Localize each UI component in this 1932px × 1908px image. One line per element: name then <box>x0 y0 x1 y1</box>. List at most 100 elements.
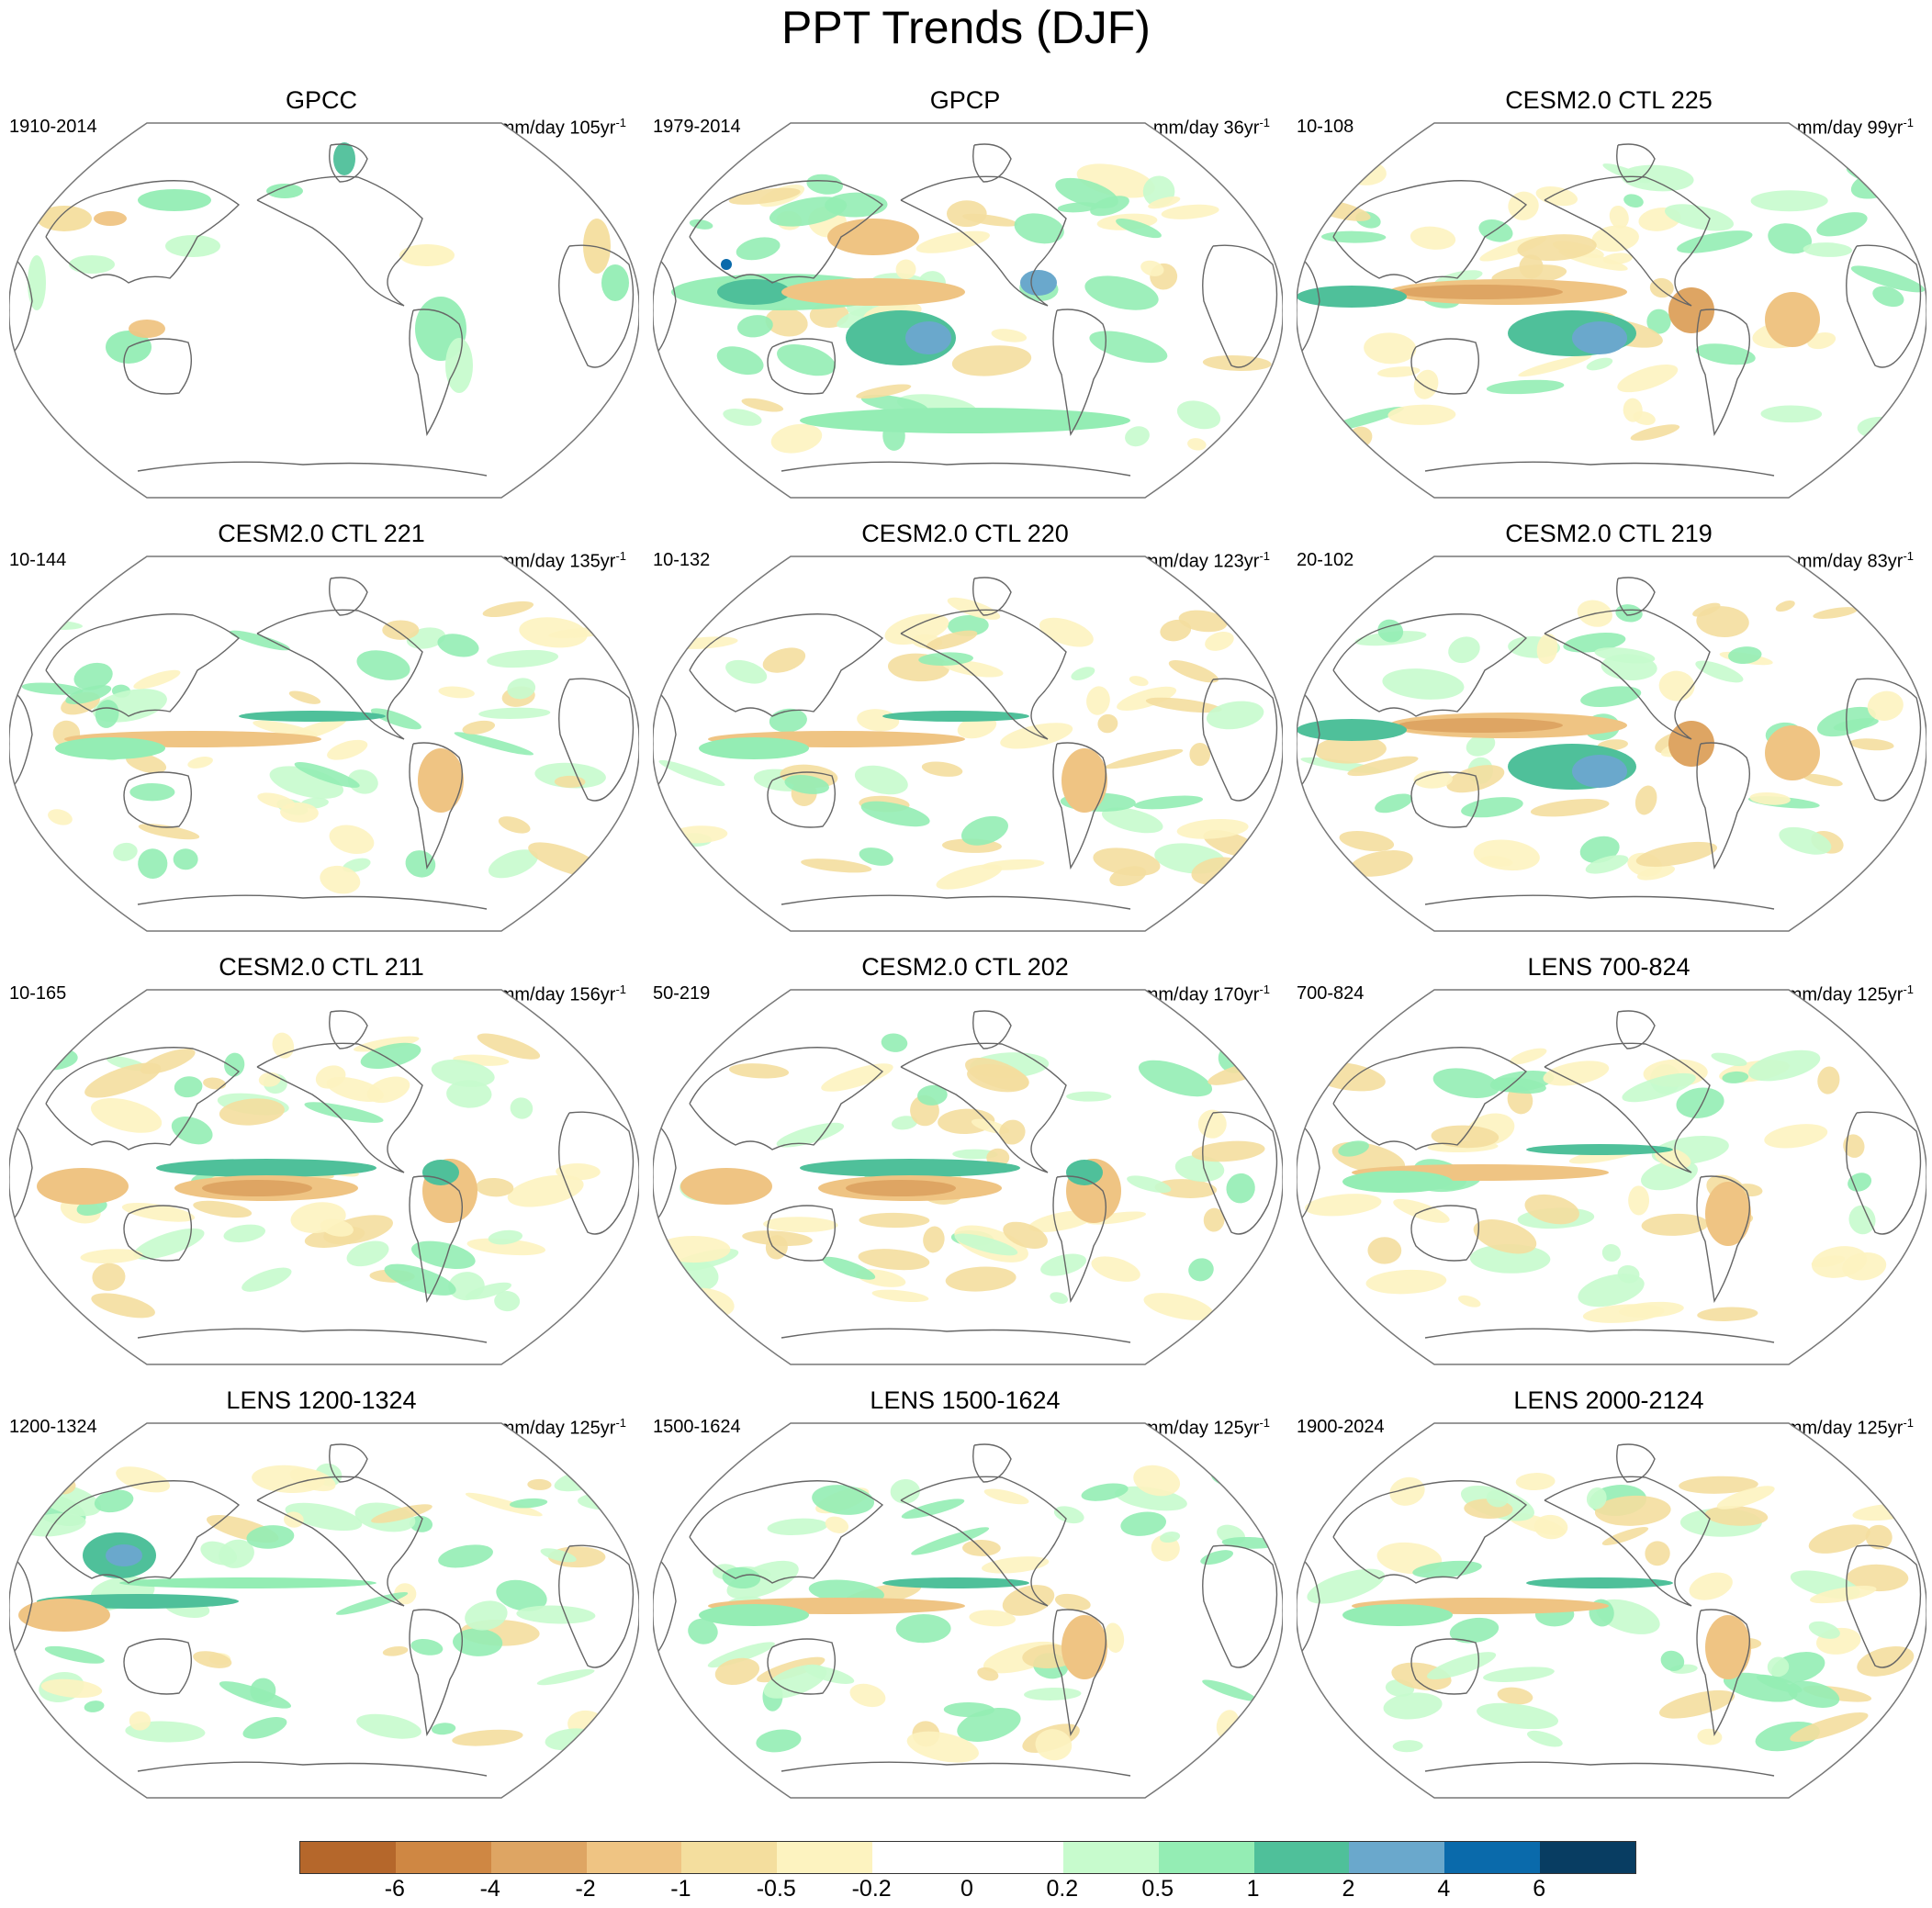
trend-map <box>1297 122 1926 499</box>
panel-period: 1200-1324 <box>9 1417 97 1437</box>
panel-units-text: mm/day 156yr <box>499 984 616 1005</box>
map-panel: LENS 700-824 700-824 mm/day 125yr-1 <box>1287 940 1930 1372</box>
colorbar-swatch <box>1444 1842 1541 1873</box>
trend-map <box>1297 989 1926 1365</box>
panel-period: 10-108 <box>1297 117 1354 137</box>
panel-units: mm/day 156yr-1 <box>500 979 626 1006</box>
colorbar-tick-label: 1 <box>1246 1876 1260 1902</box>
panel-units: mm/day 125yr-1 <box>1787 979 1914 1006</box>
map-panel: CESM2.0 CTL 221 10-144 mm/day 135yr-1 <box>0 507 643 938</box>
panel-title: CESM2.0 CTL 220 <box>861 520 1069 547</box>
panel-period: 1979-2014 <box>653 117 741 137</box>
colorbar-swatch <box>300 1842 396 1873</box>
map-panel: CESM2.0 CTL 220 10-132 mm/day 123yr-1 <box>644 507 1286 938</box>
colorbar-tick-label: 0.2 <box>1046 1876 1079 1902</box>
map-panel: LENS 2000-2124 1900-2024 mm/day 125yr-1 <box>1287 1374 1930 1805</box>
colorbar-swatch <box>1158 1842 1254 1873</box>
map-panel: CESM2.0 CTL 202 50-219 mm/day 170yr-1 <box>644 940 1286 1372</box>
panel-title: CESM2.0 CTL 202 <box>861 953 1069 981</box>
panel-units: mm/day 125yr-1 <box>1787 1412 1914 1440</box>
trend-map <box>9 1422 639 1799</box>
panel-title: CESM2.0 CTL 219 <box>1505 520 1713 547</box>
panel-units-exponent: -1 <box>1259 1416 1270 1430</box>
map-panel: LENS 1500-1624 1500-1624 mm/day 125yr-1 <box>644 1374 1286 1805</box>
panel-period: 50-219 <box>653 983 711 1004</box>
trend-map <box>1297 556 1926 932</box>
colorbar-tick-label: -0.2 <box>851 1876 892 1902</box>
panel-units-text: mm/day 99yr <box>1796 118 1904 139</box>
panel-units-exponent: -1 <box>1259 982 1270 996</box>
panel-period: 20-102 <box>1297 550 1354 570</box>
panel-period: 1500-1624 <box>653 1417 741 1437</box>
colorbar-tick-label: 0 <box>960 1876 973 1902</box>
colorbar-labels: -6 -4 -2 -1 -0.5 -0.2 0 0.2 0.5 1 2 4 6 <box>299 1876 1634 1903</box>
panel-title: LENS 1200-1324 <box>226 1386 417 1414</box>
panel-units: mm/day 125yr-1 <box>500 1412 626 1440</box>
panel-period: 1910-2014 <box>9 117 97 137</box>
panel-title: LENS 700-824 <box>1527 953 1690 981</box>
panel-units: mm/day 123yr-1 <box>1143 545 1270 573</box>
trend-map <box>9 989 639 1365</box>
panel-units-text: mm/day 125yr <box>1786 1418 1904 1439</box>
trend-map <box>1297 1422 1926 1799</box>
panel-units-exponent: -1 <box>1259 549 1270 563</box>
trend-map <box>653 556 1283 932</box>
panel-title: GPCC <box>285 86 357 114</box>
colorbar-tick-label: -0.5 <box>756 1876 796 1902</box>
panel-units-text: mm/day 125yr <box>499 1418 616 1439</box>
colorbar-tick-label: 6 <box>1533 1876 1546 1902</box>
panel-units: mm/day 170yr-1 <box>1143 979 1270 1006</box>
colorbar-tick-label: -4 <box>479 1876 500 1902</box>
panel-units: mm/day 125yr-1 <box>1143 1412 1270 1440</box>
panel-period: 10-132 <box>653 550 711 570</box>
colorbar-tick-label: 0.5 <box>1141 1876 1174 1902</box>
colorbar-swatch <box>586 1842 682 1873</box>
panel-units-text: mm/day 105yr <box>499 118 616 139</box>
colorbar-swatch <box>872 1842 969 1873</box>
colorbar-swatch <box>1062 1842 1159 1873</box>
panel-units: mm/day 36yr-1 <box>1153 112 1270 140</box>
panel-period: 700-824 <box>1297 983 1365 1004</box>
colorbar-tick-label: 2 <box>1342 1876 1355 1902</box>
panel-period: 10-165 <box>9 983 67 1004</box>
map-panel: LENS 1200-1324 1200-1324 mm/day 125yr-1 <box>0 1374 643 1805</box>
panel-title: CESM2.0 CTL 221 <box>218 520 425 547</box>
colorbar-swatch <box>1253 1842 1350 1873</box>
panel-units-exponent: -1 <box>615 982 626 996</box>
map-panel: CESM2.0 CTL 211 10-165 mm/day 156yr-1 <box>0 940 643 1372</box>
trend-map <box>653 122 1283 499</box>
panel-units-exponent: -1 <box>615 116 626 129</box>
trend-map <box>9 122 639 499</box>
panel-title: LENS 1500-1624 <box>870 1386 1061 1414</box>
panel-units: mm/day 83yr-1 <box>1797 545 1914 573</box>
panel-period: 1900-2024 <box>1297 1417 1385 1437</box>
panel-units: mm/day 135yr-1 <box>500 545 626 573</box>
panel-units-exponent: -1 <box>615 549 626 563</box>
colorbar-swatch <box>490 1842 587 1873</box>
map-panel: CESM2.0 CTL 219 20-102 mm/day 83yr-1 <box>1287 507 1930 938</box>
panel-title: LENS 2000-2124 <box>1513 1386 1704 1414</box>
panel-units: mm/day 99yr-1 <box>1797 112 1914 140</box>
panel-grid: GPCC 1910-2014 mm/day 105yr-1 GPCP 1979-2014… <box>0 73 1932 1818</box>
trend-map <box>9 556 639 932</box>
map-panel: CESM2.0 CTL 225 10-108 mm/day 99yr-1 <box>1287 73 1930 505</box>
colorbar-tick-label: -2 <box>575 1876 596 1902</box>
panel-title: GPCP <box>929 86 1001 114</box>
panel-units-exponent: -1 <box>615 1416 626 1430</box>
panel-units: mm/day 105yr-1 <box>500 112 626 140</box>
map-panel: GPCP 1979-2014 mm/day 36yr-1 <box>644 73 1286 505</box>
colorbar-swatch <box>1540 1842 1636 1873</box>
colorbar <box>299 1841 1636 1874</box>
panel-units-text: mm/day 83yr <box>1796 551 1904 572</box>
colorbar-swatch <box>968 1842 1063 1873</box>
panel-period: 10-144 <box>9 550 67 570</box>
colorbar-swatch <box>1349 1842 1445 1873</box>
panel-title: CESM2.0 CTL 211 <box>219 953 424 981</box>
trend-map <box>653 989 1283 1365</box>
colorbar-tick-label: -6 <box>384 1876 405 1902</box>
colorbar-swatch <box>777 1842 873 1873</box>
panel-units-exponent: -1 <box>1259 116 1270 129</box>
colorbar-tick-label: 4 <box>1437 1876 1451 1902</box>
panel-units-text: mm/day 36yr <box>1152 118 1260 139</box>
map-panel: GPCC 1910-2014 mm/day 105yr-1 <box>0 73 643 505</box>
